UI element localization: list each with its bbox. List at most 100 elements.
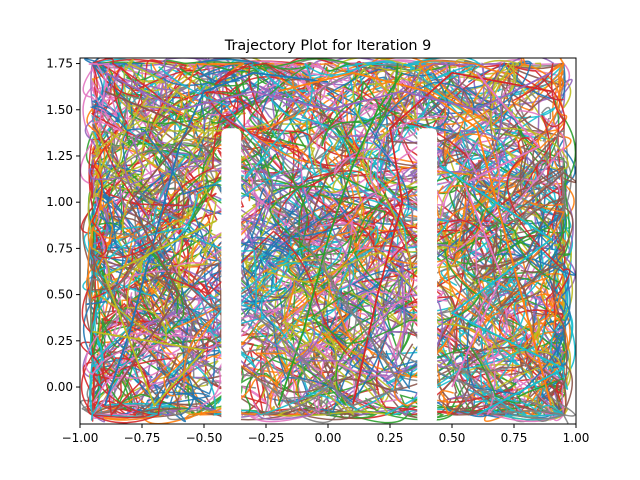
- trajectory-line: [418, 60, 516, 317]
- trajectory-line: [89, 291, 176, 418]
- trajectory-line: [184, 99, 219, 185]
- trajectory-line: [463, 147, 562, 197]
- y-tick-label: 1.00: [46, 195, 73, 209]
- trajectory-line: [91, 73, 189, 313]
- trajectory-line: [462, 197, 564, 268]
- trajectory-line: [310, 231, 402, 416]
- trajectory-line: [364, 396, 464, 421]
- trajectory-line: [80, 354, 143, 417]
- series-line-8: [92, 219, 217, 408]
- trajectory-line: [91, 112, 283, 184]
- trajectory-line: [438, 354, 506, 416]
- trajectory-line: [137, 306, 277, 387]
- trajectory-line: [352, 205, 461, 262]
- trajectory-line: [505, 62, 565, 134]
- trajectory-line: [100, 244, 170, 343]
- trajectory-line: [80, 360, 222, 416]
- y-tick-label: 1.75: [46, 57, 73, 71]
- trajectory-line: [474, 399, 566, 421]
- chart-title: Trajectory Plot for Iteration 9: [224, 38, 431, 54]
- series-line-9: [439, 164, 566, 416]
- trajectory-line: [448, 297, 560, 423]
- x-tick-label: 1.00: [563, 431, 590, 445]
- trajectory-line: [321, 63, 399, 147]
- trajectory-line: [456, 311, 567, 420]
- trajectory-line: [492, 209, 551, 270]
- trajectory-line: [321, 353, 467, 416]
- trajectory-line: [196, 163, 271, 280]
- trajectory-line: [325, 290, 458, 416]
- trajectory-line: [240, 60, 343, 86]
- trajectory-line: [147, 359, 328, 416]
- trajectory-line: [244, 248, 413, 416]
- trajectory-line: [298, 224, 379, 344]
- trajectory-line: [388, 217, 464, 352]
- trajectory-line: [128, 62, 312, 148]
- trajectory-line: [424, 67, 476, 164]
- trajectory-line: [333, 148, 382, 200]
- trajectory-line: [343, 62, 505, 178]
- trajectory-line: [553, 130, 566, 220]
- trajectory-line: [260, 359, 330, 416]
- trajectory-line: [192, 66, 271, 168]
- trajectory-line: [92, 317, 120, 356]
- trajectory-line: [90, 351, 192, 424]
- trajectory-line: [522, 198, 565, 262]
- trajectory-line: [504, 136, 576, 221]
- trajectory-line: [376, 231, 422, 304]
- trajectory-line: [116, 243, 185, 410]
- trajectory-line: [206, 254, 320, 333]
- trajectory-line: [213, 304, 413, 401]
- trajectory-line: [372, 63, 532, 211]
- y-tick-label: 0.00: [46, 380, 73, 394]
- trajectory-line: [88, 144, 158, 259]
- trajectory-line: [263, 202, 354, 268]
- trajectory-line: [204, 62, 287, 143]
- trajectory-line: [208, 198, 307, 303]
- trajectory-line: [295, 62, 389, 199]
- x-tick-label: 0.25: [377, 431, 404, 445]
- trajectory-line: [115, 78, 174, 219]
- trajectory-line: [491, 58, 565, 127]
- trajectory-line: [491, 248, 576, 331]
- trajectory-line: [369, 333, 445, 390]
- trajectory-line: [466, 318, 565, 396]
- trajectory-line: [90, 270, 152, 368]
- trajectory-line: [277, 170, 400, 241]
- trajectory-line: [454, 69, 500, 193]
- trajectory-line: [161, 230, 354, 361]
- trajectory-line: [91, 93, 151, 200]
- trajectory-line: [197, 107, 356, 257]
- trajectory-line: [85, 178, 124, 306]
- trajectory-line: [192, 262, 414, 395]
- y-tick-label: 1.25: [46, 149, 73, 163]
- trajectory-line: [274, 132, 327, 251]
- y-tick-label: 1.50: [46, 103, 73, 117]
- trajectory-line: [365, 271, 446, 361]
- trajectory-line: [391, 100, 503, 222]
- series-line-3: [351, 71, 552, 406]
- x-tick-label: −0.75: [124, 431, 161, 445]
- trajectory-line: [464, 61, 566, 181]
- x-tick-label: −0.25: [248, 431, 285, 445]
- trajectory-line: [352, 68, 463, 270]
- trajectory-line: [324, 58, 423, 120]
- trajectory-line: [87, 347, 176, 416]
- trajectory-line: [182, 345, 337, 416]
- trajectory-line: [158, 63, 302, 180]
- trajectory-line: [376, 115, 448, 206]
- trajectory-line: [151, 348, 288, 421]
- trajectory-line: [288, 131, 460, 244]
- x-tick-label: −0.50: [186, 431, 223, 445]
- series-line-4: [104, 71, 552, 111]
- trajectory-line: [327, 76, 501, 193]
- trajectory-line: [226, 116, 303, 279]
- trajectory-line: [184, 352, 286, 420]
- trajectory-line: [89, 340, 104, 421]
- series-line-7: [252, 164, 404, 407]
- series-line-0: [103, 71, 329, 406]
- trajectory-line: [327, 253, 408, 337]
- trajectory-line: [103, 164, 158, 255]
- trajectory-line: [323, 226, 486, 403]
- trajectory-line: [107, 227, 257, 317]
